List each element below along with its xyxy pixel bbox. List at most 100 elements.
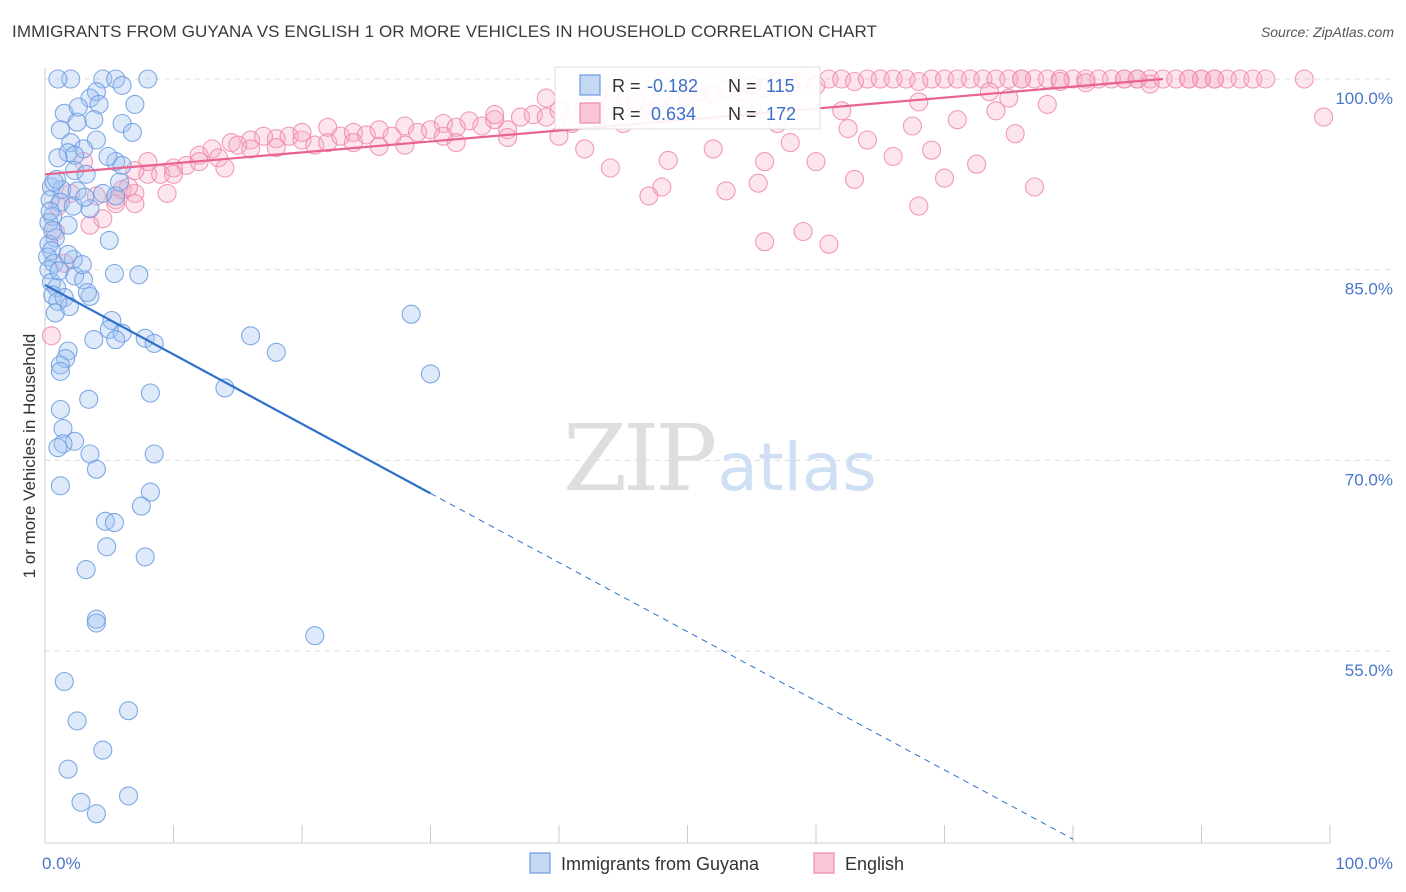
english-point — [909, 92, 929, 112]
english-point — [600, 158, 620, 178]
english-point — [748, 173, 768, 193]
guyana-point — [65, 431, 85, 451]
stats-pink-n-label: N = — [728, 104, 757, 124]
guyana-point — [50, 120, 70, 140]
english-point — [1256, 69, 1276, 89]
english-point — [93, 209, 113, 229]
trend-line-guyana-extension — [430, 492, 1074, 840]
guyana-point — [67, 711, 87, 731]
watermark-atlas: atlas — [717, 429, 877, 506]
series-guyana-points — [38, 69, 441, 824]
english-point — [806, 152, 826, 172]
english-point — [1204, 69, 1224, 89]
english-point — [832, 101, 852, 121]
guyana-point — [89, 94, 109, 114]
english-point — [1050, 71, 1070, 92]
guyana-point — [56, 349, 76, 369]
guyana-point — [73, 270, 94, 290]
english-point — [1179, 69, 1199, 89]
guyana-point — [50, 476, 70, 496]
y-tick-label: 100.0% — [1335, 89, 1393, 108]
guyana-point — [125, 94, 145, 114]
chart-title: IMMIGRANTS FROM GUYANA VS ENGLISH 1 OR M… — [12, 22, 878, 41]
english-point — [498, 127, 518, 148]
guyana-point — [72, 255, 92, 275]
english-point — [922, 140, 942, 160]
stats-pink-r-label: R = — [612, 104, 641, 124]
guyana-point — [44, 172, 64, 192]
guyana-point — [65, 145, 85, 165]
guyana-point — [58, 215, 78, 235]
english-point — [819, 234, 839, 254]
guyana-point — [50, 355, 70, 375]
english-point — [41, 326, 61, 346]
stats-box: R = -0.182 N = 115 R = 0.634 N = 172 — [554, 66, 821, 130]
legend-label-guyana: Immigrants from Guyana — [561, 854, 760, 874]
guyana-point — [50, 361, 70, 381]
guyana-point — [86, 613, 106, 633]
guyana-point — [39, 260, 59, 280]
guyana-point — [45, 303, 65, 323]
english-point — [1127, 69, 1147, 89]
english-point — [1076, 73, 1096, 93]
english-point — [902, 116, 922, 136]
english-point — [1037, 94, 1057, 114]
english-point — [1314, 107, 1334, 127]
guyana-point — [144, 444, 164, 464]
guyana-point — [305, 626, 325, 646]
guyana-point — [48, 148, 68, 168]
guyana-point — [48, 69, 68, 89]
stats-blue-n-value: 115 — [766, 76, 795, 96]
english-point — [658, 150, 678, 170]
guyana-point — [93, 740, 113, 760]
y-tick-label: 55.0% — [1345, 661, 1393, 680]
english-point — [215, 158, 235, 178]
guyana-point — [58, 244, 78, 264]
guyana-point — [76, 164, 96, 184]
guyana-point — [86, 804, 106, 824]
english-point — [838, 119, 858, 139]
english-point — [967, 154, 987, 174]
axes — [44, 68, 1331, 844]
guyana-point — [40, 201, 60, 221]
english-point — [459, 111, 479, 131]
guyana-point — [104, 263, 124, 284]
english-point — [703, 139, 723, 159]
guyana-point — [122, 122, 142, 142]
guyana-point — [67, 112, 87, 132]
stats-swatch-pink — [579, 102, 601, 124]
guyana-point — [53, 434, 73, 454]
english-point — [292, 130, 312, 150]
english-point — [909, 196, 929, 216]
english-point — [536, 88, 556, 108]
guyana-point — [109, 172, 130, 192]
guyana-point — [129, 265, 149, 285]
english-point — [163, 164, 184, 184]
guyana-point — [84, 330, 104, 350]
x-tick-labels: 0.0% 100.0% — [42, 854, 1393, 873]
english-point — [780, 133, 800, 153]
stats-blue-r-value: -0.182 — [647, 76, 698, 96]
x-tick-label: 0.0% — [42, 854, 81, 873]
guyana-point — [401, 304, 421, 324]
english-point — [106, 194, 126, 214]
english-point — [1024, 177, 1045, 197]
english-point — [1294, 69, 1314, 89]
guyana-point — [63, 249, 83, 270]
english-point — [157, 183, 177, 203]
english-point — [433, 126, 453, 146]
english-point — [1005, 124, 1025, 144]
english-point — [947, 110, 967, 130]
guyana-point — [138, 69, 158, 89]
english-point — [844, 169, 865, 189]
y-tick-label: 85.0% — [1345, 280, 1393, 299]
english-point — [755, 152, 775, 172]
guyana-point — [84, 110, 104, 130]
guyana-point — [140, 383, 160, 403]
guyana-point — [59, 296, 79, 317]
english-point — [755, 232, 775, 252]
guyana-point — [97, 537, 117, 557]
legend: Immigrants from Guyana English — [529, 852, 904, 874]
english-point — [266, 138, 286, 158]
